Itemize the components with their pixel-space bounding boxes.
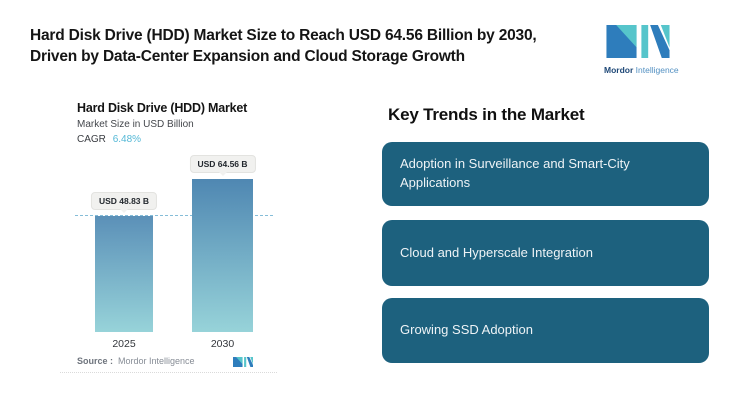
- brand-name-secondary: Intelligence: [635, 65, 679, 75]
- trend-card-surveillance: Adoption in Surveillance and Smart-City …: [382, 142, 709, 206]
- bar-chart: USD 48.83 B 2025 USD 64.56 B 2030: [60, 150, 340, 350]
- cagr-value: 6.48%: [112, 134, 142, 145]
- bar-2025: USD 48.83 B 2025: [90, 192, 158, 350]
- brand-logo: Mordor Intelligence: [604, 25, 679, 75]
- brand-logo-text: Mordor Intelligence: [604, 65, 679, 75]
- bar-2030: USD 64.56 B 2030: [189, 155, 256, 350]
- source-value: Mordor Intelligence: [118, 356, 195, 366]
- value-badge-2030: USD 64.56 B: [189, 155, 256, 176]
- value-badge-2025: USD 48.83 B: [90, 192, 158, 213]
- brand-name-primary: Mordor: [604, 65, 634, 75]
- axis-label-2025: 2025: [112, 338, 136, 350]
- mordor-logo-icon: [606, 25, 670, 62]
- reference-line: [75, 215, 273, 216]
- cagr-label: CAGR: [77, 134, 106, 145]
- trend-card-label: Growing SSD Adoption: [400, 322, 533, 338]
- mordor-logo-small-icon: [233, 354, 253, 372]
- axis-label-2030: 2030: [210, 338, 235, 350]
- trend-card-label: Adoption in Surveillance and Smart-City …: [400, 156, 630, 190]
- cagr-row: CAGR 6.48%: [77, 134, 141, 145]
- trend-card-label: Cloud and Hyperscale Integration: [400, 244, 593, 260]
- source-row: Source : Mordor Intelligence: [77, 356, 195, 366]
- trends-heading: Key Trends in the Market: [388, 105, 585, 124]
- page-title: Hard Disk Drive (HDD) Market Size to Rea…: [30, 27, 537, 65]
- chart-bottom-divider: [60, 372, 277, 373]
- chart-title: Hard Disk Drive (HDD) Market: [77, 101, 248, 115]
- trend-card-ssd: Growing SSD Adoption: [382, 298, 709, 363]
- trend-card-cloud: Cloud and Hyperscale Integration: [382, 220, 709, 286]
- source-label: Source :: [77, 356, 114, 366]
- chart-subtitle: Market Size in USD Billion: [77, 119, 194, 130]
